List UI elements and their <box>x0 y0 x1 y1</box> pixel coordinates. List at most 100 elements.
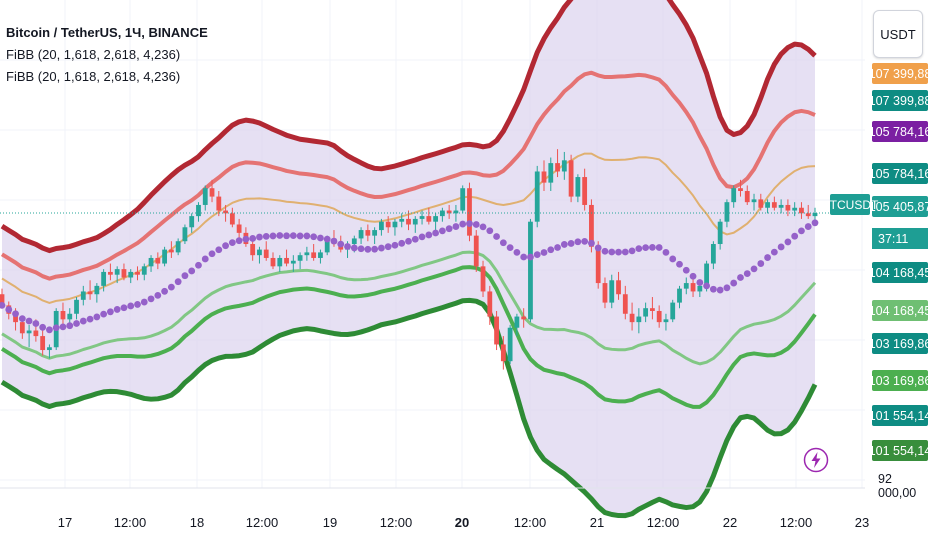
candle-body <box>67 313 73 320</box>
candle-body <box>392 221 398 228</box>
basis-dot <box>405 237 412 245</box>
basis-dot <box>764 254 771 261</box>
basis-dot <box>107 308 114 316</box>
basis-dot <box>167 283 175 291</box>
band-upper2 <box>0 70 816 281</box>
basis-dot <box>757 260 765 267</box>
candle-body <box>189 216 195 228</box>
basis-dot <box>357 245 365 253</box>
candle-body <box>650 308 655 311</box>
candle-body <box>223 210 228 214</box>
band-fill <box>2 0 815 516</box>
basis-dot <box>344 243 351 250</box>
candle-body <box>74 299 79 314</box>
basis-dot <box>798 227 805 235</box>
candle-body <box>270 257 276 267</box>
candle-body <box>765 202 770 208</box>
currency-button[interactable]: USDT <box>873 10 923 58</box>
candle-body <box>710 244 716 264</box>
x-tick-label: 12:00 <box>780 515 813 530</box>
basis-dot <box>770 248 778 256</box>
lightning-icon[interactable] <box>803 447 829 473</box>
basis-dot <box>703 282 710 290</box>
indicator-label-1[interactable]: FiBB (20, 1,618, 2,618, 4,236) <box>6 47 181 62</box>
candle-body <box>277 257 283 267</box>
candle-body <box>155 257 161 264</box>
basis-dot <box>513 248 521 256</box>
basis-dot <box>391 241 399 249</box>
candle-body <box>351 238 357 245</box>
candle-body <box>480 266 486 292</box>
candle-body <box>602 283 608 303</box>
basis-dot <box>520 253 528 261</box>
basis-dot <box>581 237 589 245</box>
basis-dot <box>723 284 731 292</box>
candle-body <box>202 188 208 205</box>
candle-body <box>135 271 140 275</box>
candle-body <box>778 204 784 208</box>
basis-dot <box>269 232 277 240</box>
indicator-label-2[interactable]: FiBB (20, 1,618, 2,618, 4,236) <box>6 69 181 84</box>
basis-dot <box>195 261 202 269</box>
basis-dot <box>73 320 80 327</box>
candle-body <box>785 204 791 211</box>
basis-dot <box>215 246 223 254</box>
candle-body <box>528 221 533 320</box>
candle-body <box>670 302 676 320</box>
candle-body <box>365 230 371 236</box>
basis-dot <box>493 233 500 240</box>
candle-body <box>467 188 472 236</box>
price-axis-tag: 103 169,86 <box>869 333 931 354</box>
candle-body <box>304 252 310 256</box>
bar-countdown: 37:11 <box>872 228 928 249</box>
candle-body <box>460 188 466 211</box>
basis-dot <box>615 248 622 256</box>
basis-dot <box>337 240 345 248</box>
candle-body <box>724 202 730 222</box>
price-axis-tag: 104 168,45 <box>869 300 931 321</box>
candle-body <box>108 271 113 275</box>
basis-dot <box>39 323 47 331</box>
basis-dot <box>242 235 250 243</box>
x-tick-label: 21 <box>590 515 604 530</box>
candle-body <box>663 319 669 323</box>
basis-dot <box>289 232 297 240</box>
x-tick-label: 19 <box>323 515 337 530</box>
candle-body <box>704 263 709 286</box>
basis-dot <box>601 247 609 255</box>
basis-dot <box>676 260 683 268</box>
x-tick-label: 23 <box>855 515 869 530</box>
basis-dot <box>594 244 602 252</box>
candle-body <box>500 344 506 362</box>
candle-body <box>47 347 52 351</box>
basis-dot <box>737 274 744 281</box>
basis-dot <box>5 306 13 313</box>
candle-body <box>94 285 100 295</box>
basis-dot <box>161 287 169 295</box>
candle-body <box>629 313 635 323</box>
basis-dot <box>716 286 724 294</box>
price-axis-tag: 105 405,87 <box>869 196 931 217</box>
symbol-title[interactable]: Bitcoin / TetherUS, 1Ч, BINANCE <box>6 25 208 40</box>
candle-body <box>751 199 757 203</box>
candle-body <box>87 291 93 295</box>
basis-dot <box>662 248 670 256</box>
basis-dot <box>445 225 453 233</box>
x-tick-label: 12:00 <box>246 515 279 530</box>
basis-dot <box>791 232 799 240</box>
candle-body <box>690 283 696 292</box>
basis-dot <box>140 298 148 306</box>
basis-dot <box>100 310 108 318</box>
basis-dot <box>120 304 128 312</box>
basis-dot <box>398 239 406 247</box>
candle-body <box>534 171 540 222</box>
basis-dot <box>655 244 663 251</box>
candle-body <box>622 294 628 314</box>
basis-dot <box>466 220 473 228</box>
basis-dot <box>506 244 514 252</box>
candle-body <box>80 291 86 300</box>
candle-body <box>419 216 425 219</box>
basis-dot <box>262 232 270 240</box>
candle-body <box>311 252 317 258</box>
